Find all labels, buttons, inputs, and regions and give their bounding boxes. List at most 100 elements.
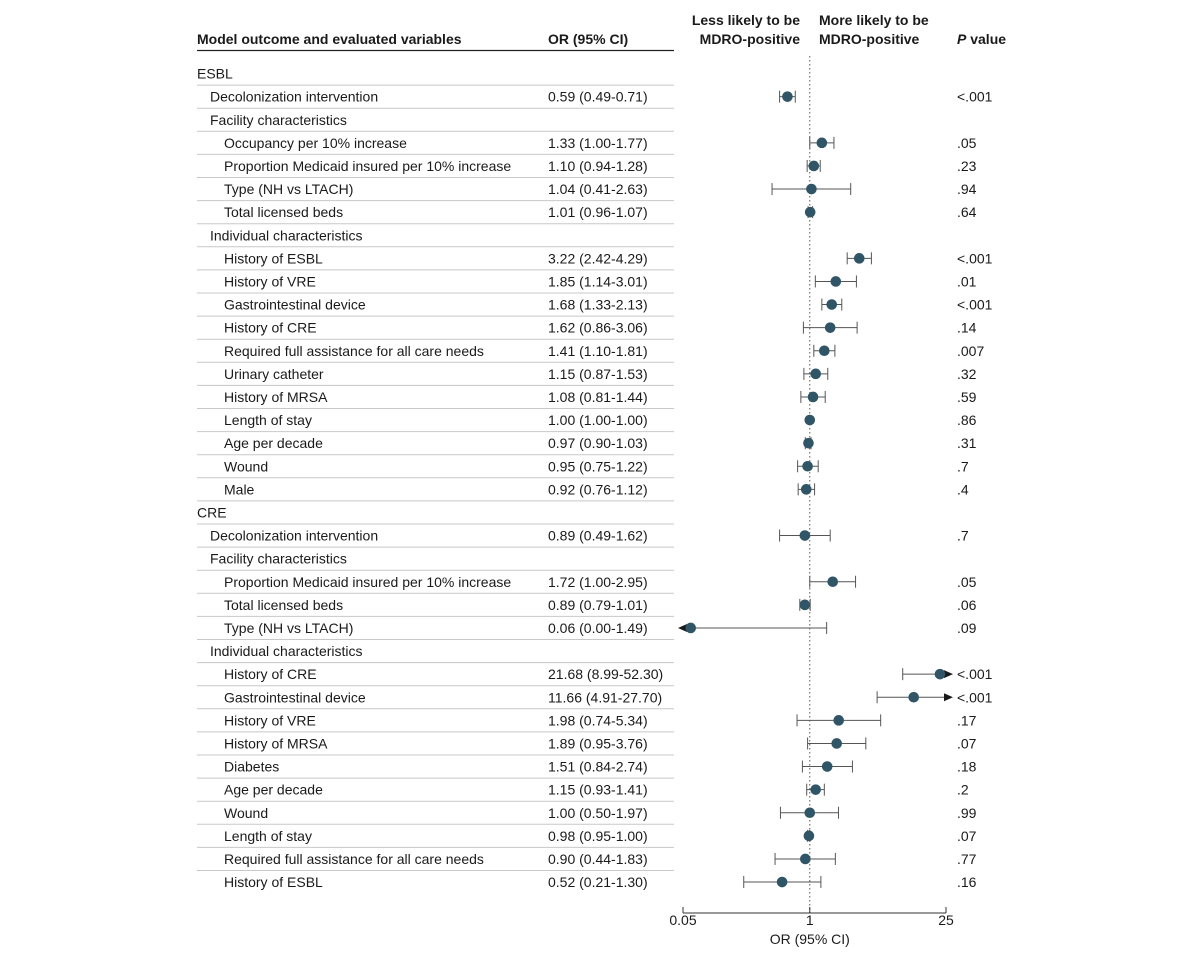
or-point <box>803 830 815 842</box>
or-ci-text: 1.33 (1.00-1.77) <box>548 135 648 151</box>
less-likely-label-line1: Less likely to be <box>692 12 800 28</box>
x-tick-label: 1 <box>806 912 814 928</box>
or-point <box>800 853 811 865</box>
row-label: Wound <box>224 805 268 821</box>
or-point <box>806 183 817 195</box>
p-value: .59 <box>957 389 977 405</box>
p-value: .05 <box>957 135 977 151</box>
p-value: .16 <box>957 874 977 890</box>
column-header-or: OR (95% CI) <box>548 31 628 47</box>
row-label: History of ESBL <box>224 874 323 890</box>
or-point <box>810 368 821 380</box>
or-point <box>819 345 830 357</box>
or-ci-text: 1.51 (0.84-2.74) <box>548 759 648 775</box>
p-value: .01 <box>957 273 977 289</box>
or-ci-text: 1.98 (0.74-5.34) <box>548 712 648 728</box>
p-value: <.001 <box>957 689 993 705</box>
p-value: .7 <box>957 458 969 474</box>
p-value: .14 <box>957 320 977 336</box>
row-label: Age per decade <box>224 782 323 798</box>
more-likely-label-line1: More likely to be <box>819 12 929 28</box>
group-label: Facility characteristics <box>210 551 347 567</box>
or-ci-text: 0.92 (0.76-1.12) <box>548 481 648 497</box>
or-point <box>826 299 838 310</box>
row-label: Length of stay <box>224 828 312 844</box>
ci-arrow-right <box>944 670 953 679</box>
group-label: Facility characteristics <box>210 112 347 128</box>
p-italic: P <box>957 31 967 47</box>
or-point <box>799 530 811 541</box>
row-label: Diabetes <box>224 759 279 775</box>
or-ci-text: 1.08 (0.81-1.44) <box>548 389 648 405</box>
p-value: <.001 <box>957 250 993 266</box>
or-point <box>802 460 813 472</box>
p-value: .86 <box>957 412 977 428</box>
x-axis-label: OR (95% CI) <box>770 931 850 947</box>
or-ci-text: 1.10 (0.94-1.28) <box>548 158 648 174</box>
row-label: Proportion Medicaid insured per 10% incr… <box>224 574 511 590</box>
p-value: .05 <box>957 574 977 590</box>
row-label: Type (NH vs LTACH) <box>224 181 353 197</box>
or-point <box>804 414 816 426</box>
or-point <box>824 322 836 333</box>
or-ci-text: 21.68 (8.99-52.30) <box>548 666 663 682</box>
group-label: Individual characteristics <box>210 227 363 243</box>
or-point <box>808 160 820 172</box>
or-point <box>853 253 865 264</box>
more-likely-label-line2: MDRO-positive <box>819 31 920 47</box>
p-value: .99 <box>957 805 977 821</box>
row-label: History of CRE <box>224 320 317 336</box>
row-label: History of VRE <box>224 273 316 289</box>
row-label: History of MRSA <box>224 389 328 405</box>
p-value: .18 <box>957 759 977 775</box>
p-value: .4 <box>957 481 969 497</box>
row-label: History of ESBL <box>224 250 323 266</box>
or-point <box>800 484 812 495</box>
or-ci-text: 0.98 (0.95-1.00) <box>548 828 648 844</box>
p-value: .23 <box>957 158 977 174</box>
p-value: .64 <box>957 204 977 220</box>
or-ci-text: 3.22 (2.42-4.29) <box>548 250 648 266</box>
x-tick-label: 25 <box>938 912 954 928</box>
or-ci-text: 1.62 (0.86-3.06) <box>548 320 648 336</box>
or-ci-text: 1.00 (0.50-1.97) <box>548 805 648 821</box>
row-label: Male <box>224 481 255 497</box>
row-label: Occupancy per 10% increase <box>224 135 407 151</box>
or-point <box>804 206 816 218</box>
column-header-p-value: P value <box>957 31 1006 47</box>
p-value: .2 <box>957 782 969 798</box>
p-value: .007 <box>957 343 984 359</box>
row-label: Decolonization intervention <box>210 528 378 544</box>
row-label: Required full assistance for all care ne… <box>224 343 484 359</box>
or-ci-text: 0.59 (0.49-0.71) <box>548 89 648 105</box>
or-ci-text: 1.68 (1.33-2.13) <box>548 297 648 313</box>
row-label: Wound <box>224 458 268 474</box>
or-ci-text: 1.41 (1.10-1.81) <box>548 343 648 359</box>
or-ci-text: 0.06 (0.00-1.49) <box>548 620 648 636</box>
p-value: .31 <box>957 435 977 451</box>
or-point <box>804 807 816 819</box>
ci-arrow-right <box>944 693 953 702</box>
row-label: Total licensed beds <box>224 597 343 613</box>
or-point <box>799 599 811 611</box>
or-point <box>782 91 793 102</box>
or-point <box>830 276 842 287</box>
p-value: .7 <box>957 528 969 544</box>
or-point <box>908 691 920 703</box>
row-label: Type (NH vs LTACH) <box>224 620 353 636</box>
group-label: ESBL <box>197 66 233 82</box>
p-value: .07 <box>957 828 977 844</box>
or-ci-text: 0.89 (0.49-1.62) <box>548 528 648 544</box>
ci-arrow-left <box>678 623 687 632</box>
p-rest: value <box>966 31 1006 47</box>
row-label: Length of stay <box>224 412 312 428</box>
or-ci-text: 0.95 (0.75-1.22) <box>548 458 648 474</box>
x-axis: 0.05 1 25 OR (95% CI) <box>669 907 954 947</box>
or-point <box>821 761 833 772</box>
or-ci-text: 1.15 (0.87-1.53) <box>548 366 648 382</box>
or-ci-text: 1.15 (0.93-1.41) <box>548 782 648 798</box>
or-point <box>934 668 946 680</box>
or-point <box>810 784 821 795</box>
group-label: Individual characteristics <box>210 643 363 659</box>
or-ci-text: 1.04 (0.41-2.63) <box>548 181 648 197</box>
